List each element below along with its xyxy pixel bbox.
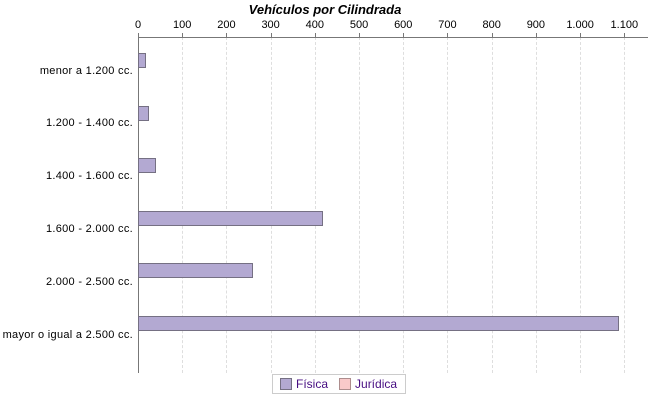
bar-fisica [138, 105, 149, 121]
x-tick-mark [359, 33, 361, 37]
gridline [624, 37, 626, 373]
gridline [314, 37, 316, 373]
category-label: 1.200 - 1.400 cc. [45, 117, 133, 129]
gridline [447, 37, 449, 373]
legend-item-fisica: Física [280, 377, 328, 391]
legend-label-juridica: Jurídica [355, 377, 398, 391]
x-tick-label: 700 [438, 19, 457, 31]
gridline [580, 37, 582, 373]
bar-fisica [138, 53, 146, 68]
x-tick-mark [138, 33, 139, 37]
x-tick-label: 800 [482, 19, 501, 31]
x-tick-label: 500 [349, 19, 369, 31]
x-tick-mark [535, 33, 537, 37]
legend-label-fisica: Física [296, 377, 329, 391]
gridline [535, 37, 537, 373]
x-tick-mark [314, 33, 316, 37]
x-tick-mark [226, 33, 228, 37]
legend: Física Jurídica [272, 374, 407, 394]
gridline [182, 37, 184, 373]
x-tick-mark [580, 33, 582, 37]
legend-item-juridica: Jurídica [339, 377, 397, 391]
y-axis-line [138, 37, 139, 373]
x-tick-mark [491, 33, 493, 37]
gridline [403, 37, 405, 373]
x-axis-line [138, 37, 648, 38]
gridline [270, 37, 272, 373]
x-tick-mark [403, 33, 405, 37]
category-label: menor a 1.200 cc. [39, 65, 133, 77]
x-tick-label: 300 [261, 19, 280, 31]
category-label: 2.000 - 2.500 cc. [45, 276, 133, 288]
x-tick-mark [182, 33, 184, 37]
bar-fisica [138, 263, 253, 278]
category-label: 1.600 - 2.000 cc. [45, 223, 133, 235]
bar-fisica [138, 210, 323, 226]
gridline [491, 37, 493, 373]
gridline [226, 37, 228, 373]
x-tick-label: 0 [134, 19, 142, 31]
x-tick-label: 100 [173, 19, 192, 31]
x-tick-mark [624, 33, 626, 37]
x-tick-label: 200 [217, 19, 236, 31]
x-tick-mark [447, 33, 449, 37]
x-tick-label: 1.100 [610, 19, 639, 31]
bar-fisica [138, 158, 156, 173]
gridline [359, 37, 361, 373]
category-label: mayor o igual a 2.500 cc. [2, 329, 133, 341]
legend-swatch-fisica-icon [280, 378, 292, 390]
x-tick-label: 900 [526, 19, 546, 31]
legend-swatch-juridica-icon [339, 378, 352, 390]
x-tick-label: 400 [305, 19, 324, 31]
x-tick-label: 600 [394, 19, 413, 31]
chart-title: Vehículos por Cilindrada [248, 2, 402, 17]
category-label: 1.400 - 1.600 cc. [45, 170, 133, 182]
bar-fisica [138, 315, 619, 331]
x-tick-label: 1.000 [566, 19, 594, 31]
x-tick-mark [270, 33, 272, 37]
